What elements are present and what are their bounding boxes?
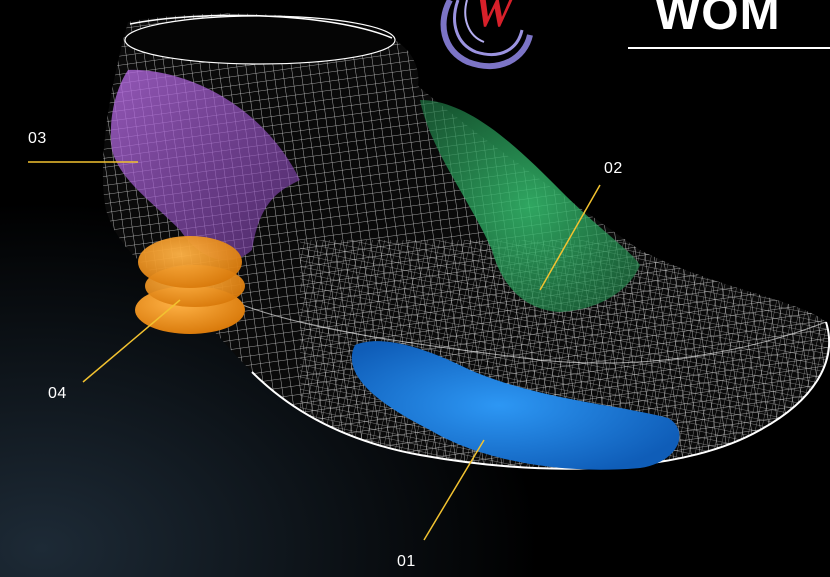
brand-logo-letter: W — [474, 0, 514, 36]
zone-01-pad — [351, 341, 680, 470]
brand-logo — [440, 0, 533, 70]
callout-label-04: 04 — [48, 385, 67, 402]
callout-label-02: 02 — [604, 160, 623, 177]
zone-02-pad — [420, 100, 640, 312]
zone-04-heel-discs — [135, 236, 245, 334]
leader-line-04 — [82, 299, 181, 383]
leader-line-02 — [539, 184, 601, 291]
collar-opening — [124, 15, 396, 65]
brand-title: WOM — [655, 0, 781, 40]
callout-label-03: 03 — [28, 130, 47, 147]
callout-label-01: 01 — [397, 553, 416, 570]
leader-line-01 — [423, 439, 485, 541]
title-underline — [628, 47, 830, 49]
zone-03-pad — [110, 69, 300, 261]
